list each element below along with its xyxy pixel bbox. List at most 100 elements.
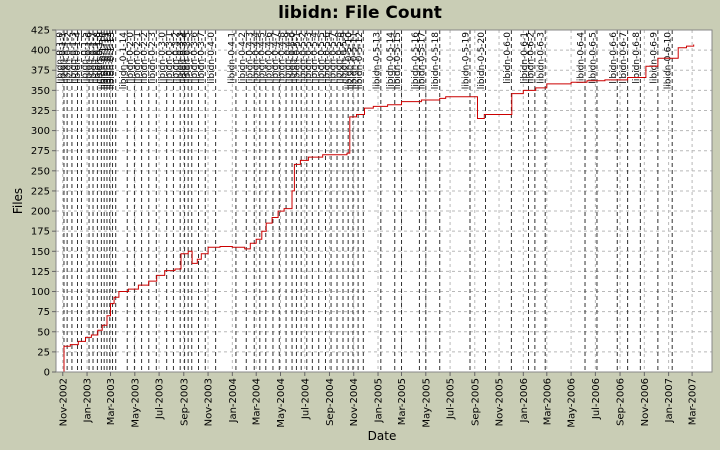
release-marker-label: libidn-0-3-3 xyxy=(176,32,186,84)
x-tick-label: Sep-2004 xyxy=(325,378,336,426)
x-tick-label: May-2006 xyxy=(567,378,578,428)
release-marker-label: libidn-0-5-9 xyxy=(340,32,350,84)
release-marker-label: libidn-0-1-9 xyxy=(96,32,106,84)
release-marker-label: libidn-0-5-12 xyxy=(355,32,365,89)
release-marker-label: libidn-0-1-6 xyxy=(85,32,95,84)
release-marker-label: libidn-0-2-0 xyxy=(126,32,136,84)
x-tick-label: Sep-2005 xyxy=(470,378,481,426)
release-marker-label: libidn-0-5-17 xyxy=(417,32,427,89)
release-marker-label: libidn-0-5-3 xyxy=(304,32,314,84)
x-axis-ticks: Nov-2002 Jan-2003 Mar-2003 May-2003 Jul-2003… xyxy=(58,372,699,428)
release-marker-label: libidn-0-4-3 xyxy=(246,32,256,84)
x-tick-label: Jan-2004 xyxy=(228,378,239,423)
y-tick-label: 275 xyxy=(31,146,50,157)
release-marker-label: libidn-0-5-11 xyxy=(350,32,360,89)
release-marker-label: libidn-0-6-10 xyxy=(664,32,674,90)
release-marker-label: libidn-0-6-0 xyxy=(503,32,513,84)
x-tick-label: Jul-2003 xyxy=(155,378,166,420)
chart-title: libidn: File Count xyxy=(278,3,442,23)
release-marker-label: libidn-0-1-13 xyxy=(107,32,117,89)
y-tick-label: 175 xyxy=(31,227,50,238)
release-marker-label: libidn-0-5-1 xyxy=(293,32,303,84)
x-tick-label: Nov-2004 xyxy=(349,378,360,426)
y-tick-label: 125 xyxy=(31,267,50,278)
release-marker-label: libidn-0-1-5 xyxy=(81,32,91,84)
x-tick-label: Mar-2003 xyxy=(106,378,117,425)
release-marker-label: libidn-0-5-20 xyxy=(477,32,487,90)
y-tick-label: 100 xyxy=(31,287,50,298)
release-marker-label: libidn-0-3-7 xyxy=(197,32,207,84)
release-marker-label: libidn-0-1-1 xyxy=(59,32,69,84)
release-marker-label: libidn-0-6-4 xyxy=(577,32,587,84)
release-marker-label: libidn-0-6-3 xyxy=(537,32,547,84)
release-marker-label: libidn-0-5-8 xyxy=(335,32,345,84)
x-tick-label: Jan-2006 xyxy=(519,378,530,423)
y-tick-label: 150 xyxy=(31,247,50,258)
release-marker-label: libidn-0-5-16 xyxy=(411,32,421,90)
release-marker-label: libidn-0-1-8 xyxy=(93,32,103,84)
release-marker-label: libidn-0-1-0 xyxy=(55,32,65,84)
release-marker-label: libidn-0-4-5 xyxy=(257,32,267,84)
release-marker-label: libidn-0-6-8 xyxy=(632,32,642,84)
x-tick-label: Jan-2005 xyxy=(374,378,385,423)
release-marker-label: libidn-0-5-6 xyxy=(323,32,333,84)
release-marker-label: libidn-0-2-1 xyxy=(133,32,143,84)
release-marker-label: libidn-0-5-0 xyxy=(288,32,298,84)
release-marker-label: libidn-0-3-6 xyxy=(190,32,200,84)
y-tick-label: 0 xyxy=(44,368,50,379)
release-marker-label: libidn-0-3-5 xyxy=(183,32,193,84)
release-marker-label: libidn-0-4-4 xyxy=(251,32,261,84)
release-marker-label: libidn-0-1-3 xyxy=(69,32,79,84)
x-tick-label: Mar-2006 xyxy=(542,378,553,425)
x-tick-label: Mar-2004 xyxy=(252,378,263,425)
release-marker-label: libidn-0-5-7 xyxy=(329,32,339,84)
release-marker-label: libidn-0-2-3 xyxy=(148,32,158,84)
y-tick-label: 300 xyxy=(31,126,50,137)
y-tick-label: 200 xyxy=(31,207,50,218)
x-tick-label: May-2004 xyxy=(276,378,287,428)
x-tick-label: Nov-2002 xyxy=(58,378,69,426)
y-tick-label: 425 xyxy=(31,26,50,37)
release-marker-label: libidn-0-3-0 xyxy=(158,32,168,84)
y-axis-ticks: 0 25 50 75 100 125 150 175 200 225 250 275 300 325 350… xyxy=(31,26,56,379)
release-marker-label: libidn-0-3-1 xyxy=(165,32,175,84)
release-marker-label: libidn-0-1-12 xyxy=(104,32,114,89)
release-marker-label: libidn-0-5-5 xyxy=(317,32,327,84)
release-marker-label: libidn-0-3-2 xyxy=(172,32,182,84)
x-tick-label: Jan-2003 xyxy=(83,378,94,423)
x-tick-label: Jul-2006 xyxy=(591,378,602,420)
release-marker-label: libidn-0-1-10 xyxy=(98,32,108,90)
release-marker-label: libidn-0-6-5 xyxy=(588,32,598,84)
series-group xyxy=(63,44,695,372)
x-tick-label: Sep-2003 xyxy=(179,378,190,426)
release-marker-label: libidn-0-5-14 xyxy=(386,32,396,90)
release-marker-label: libidn-0-6-2 xyxy=(526,32,536,84)
y-tick-label: 225 xyxy=(31,186,50,197)
release-marker-label: libidn-0-4-9 xyxy=(284,32,294,84)
release-markers: libidn-0-1-0libidn-0-1-1libidn-0-1-2libi… xyxy=(55,30,674,372)
release-marker-label: libidn-0-6-7 xyxy=(619,32,629,84)
y-tick-label: 325 xyxy=(31,106,50,117)
release-marker-label: libidn-0-4-1 xyxy=(227,32,237,84)
y-tick-label: 250 xyxy=(31,166,50,177)
release-marker-label: libidn-0-4-0 xyxy=(207,32,217,84)
y-tick-label: 25 xyxy=(37,347,50,358)
x-tick-label: Mar-2005 xyxy=(397,378,408,425)
release-marker-label: libidn-0-4-7 xyxy=(271,32,281,84)
release-marker-label: libidn-0-5-4 xyxy=(310,32,320,84)
plot-border xyxy=(55,29,713,373)
y-tick-label: 75 xyxy=(37,307,50,318)
x-tick-label: Jul-2005 xyxy=(446,378,457,420)
x-tick-label: Mar-2007 xyxy=(688,378,699,425)
release-marker-label: libidn-0-4-2 xyxy=(238,32,248,84)
release-marker-label: libidn-0-3-4 xyxy=(180,32,190,84)
x-tick-label: May-2005 xyxy=(421,378,432,428)
release-marker-label: libidn-0-4-8 xyxy=(278,32,288,84)
x-tick-label: May-2003 xyxy=(130,378,141,428)
x-tick-label: Nov-2005 xyxy=(495,378,506,426)
release-marker-label: libidn-0-5-13 xyxy=(372,32,382,89)
release-marker-label: libidn-0-5-19 xyxy=(461,32,471,90)
release-marker-label: libidn-0-4-6 xyxy=(264,32,274,84)
release-marker-label: libidn-0-2-2 xyxy=(140,32,150,84)
